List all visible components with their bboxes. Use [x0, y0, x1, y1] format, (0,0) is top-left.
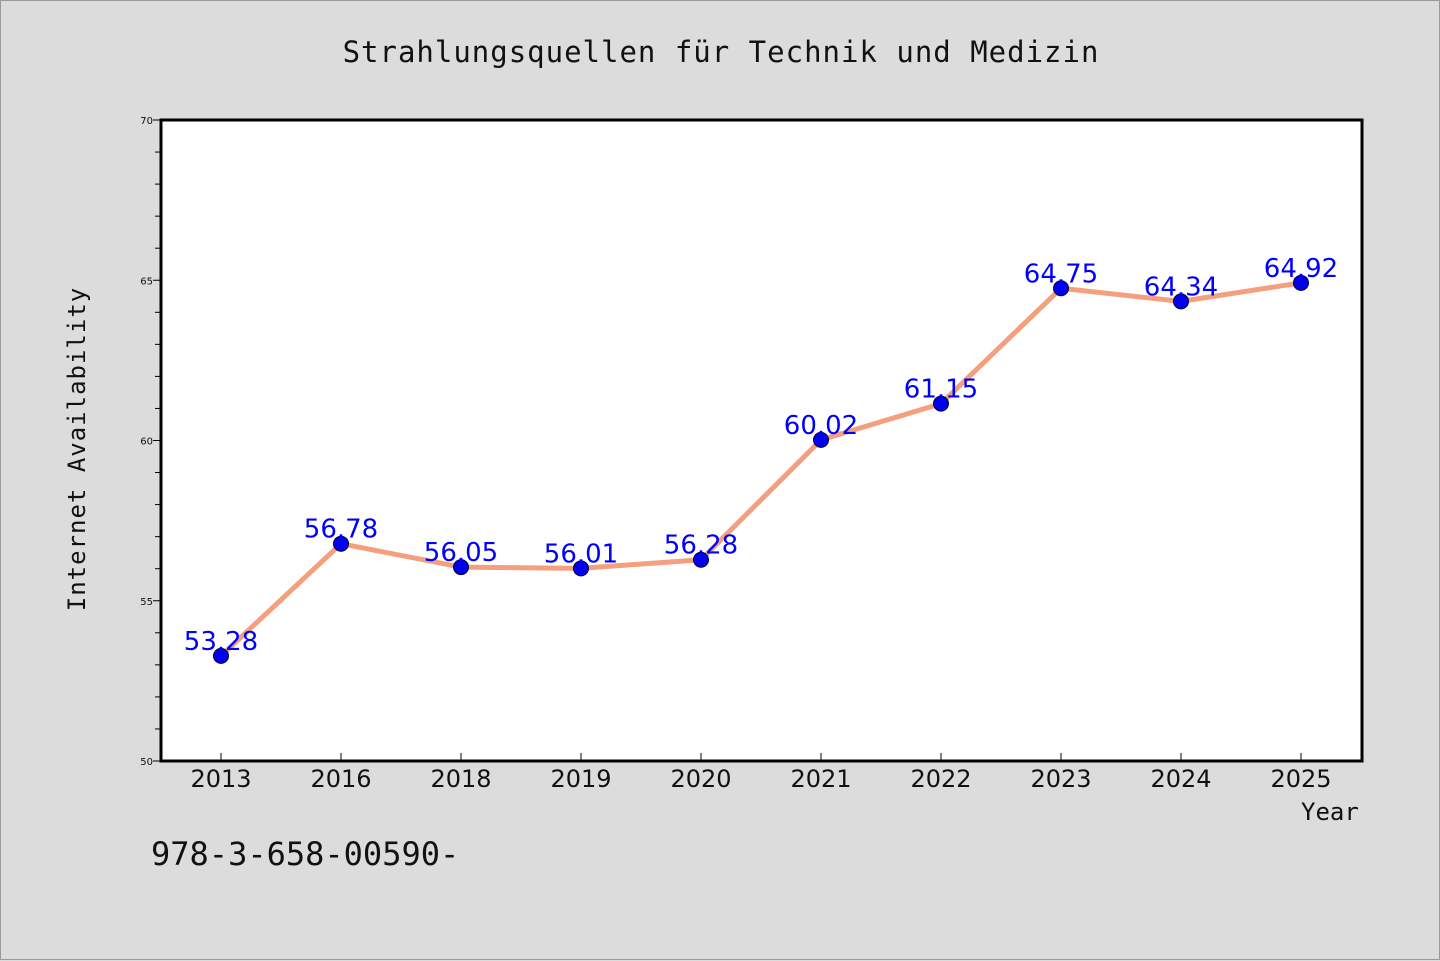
x-axis-ticks: 2013 2016 2018 2019 2020 2021 2022 2023 2024 2025 [190, 753, 1332, 793]
data-point [813, 431, 829, 448]
data-point [1173, 293, 1189, 310]
data-point [333, 535, 349, 552]
data-label: 56.01 [544, 539, 618, 569]
data-point [453, 559, 469, 576]
x-tick-label: 2018 [430, 765, 491, 793]
data-labels: 53.28 56.78 56.05 56.01 56.28 60.02 61.15 64.75… [184, 254, 1338, 657]
data-label: 53.28 [184, 627, 258, 657]
x-tick-label: 2025 [1270, 765, 1331, 793]
y-tick-label: 65 [140, 276, 153, 287]
data-label: 64.92 [1264, 254, 1338, 284]
data-markers [213, 274, 1309, 664]
x-tick-label: 2019 [550, 765, 611, 793]
plot-area [159, 118, 1364, 763]
data-point [1053, 280, 1069, 297]
y-tick-label: 70 [140, 116, 153, 127]
data-label: 64.75 [1024, 259, 1098, 289]
x-tick-label: 2021 [790, 765, 851, 793]
x-tick-label: 2016 [310, 765, 371, 793]
data-point [693, 551, 709, 568]
data-label: 64.34 [1144, 272, 1218, 302]
data-point [213, 647, 229, 664]
data-label: 56.78 [304, 515, 378, 545]
x-tick-label: 2022 [910, 765, 971, 793]
y-tick-label: 50 [140, 757, 153, 768]
data-label: 60.02 [784, 411, 858, 441]
y-axis-ticks: 50 55 60 65 70 [140, 116, 161, 768]
x-tick-label: 2024 [1150, 765, 1211, 793]
x-tick-label: 2023 [1030, 765, 1091, 793]
y-tick-label: 55 [140, 597, 153, 608]
isbn-text: 978-3-658-00590- [151, 835, 460, 873]
data-label: 56.05 [424, 538, 498, 568]
data-point [933, 395, 949, 412]
data-label: 61.15 [904, 375, 978, 405]
data-point [573, 560, 589, 577]
x-axis-label: Year [1301, 798, 1359, 826]
data-label: 56.28 [664, 531, 738, 561]
series-line [218, 280, 1304, 659]
x-tick-label: 2013 [190, 765, 251, 793]
x-tick-label: 2020 [670, 765, 731, 793]
chart-title: Strahlungsquellen für Technik und Medizi… [342, 35, 1100, 69]
data-point [1293, 274, 1309, 291]
y-tick-label: 60 [140, 437, 153, 448]
